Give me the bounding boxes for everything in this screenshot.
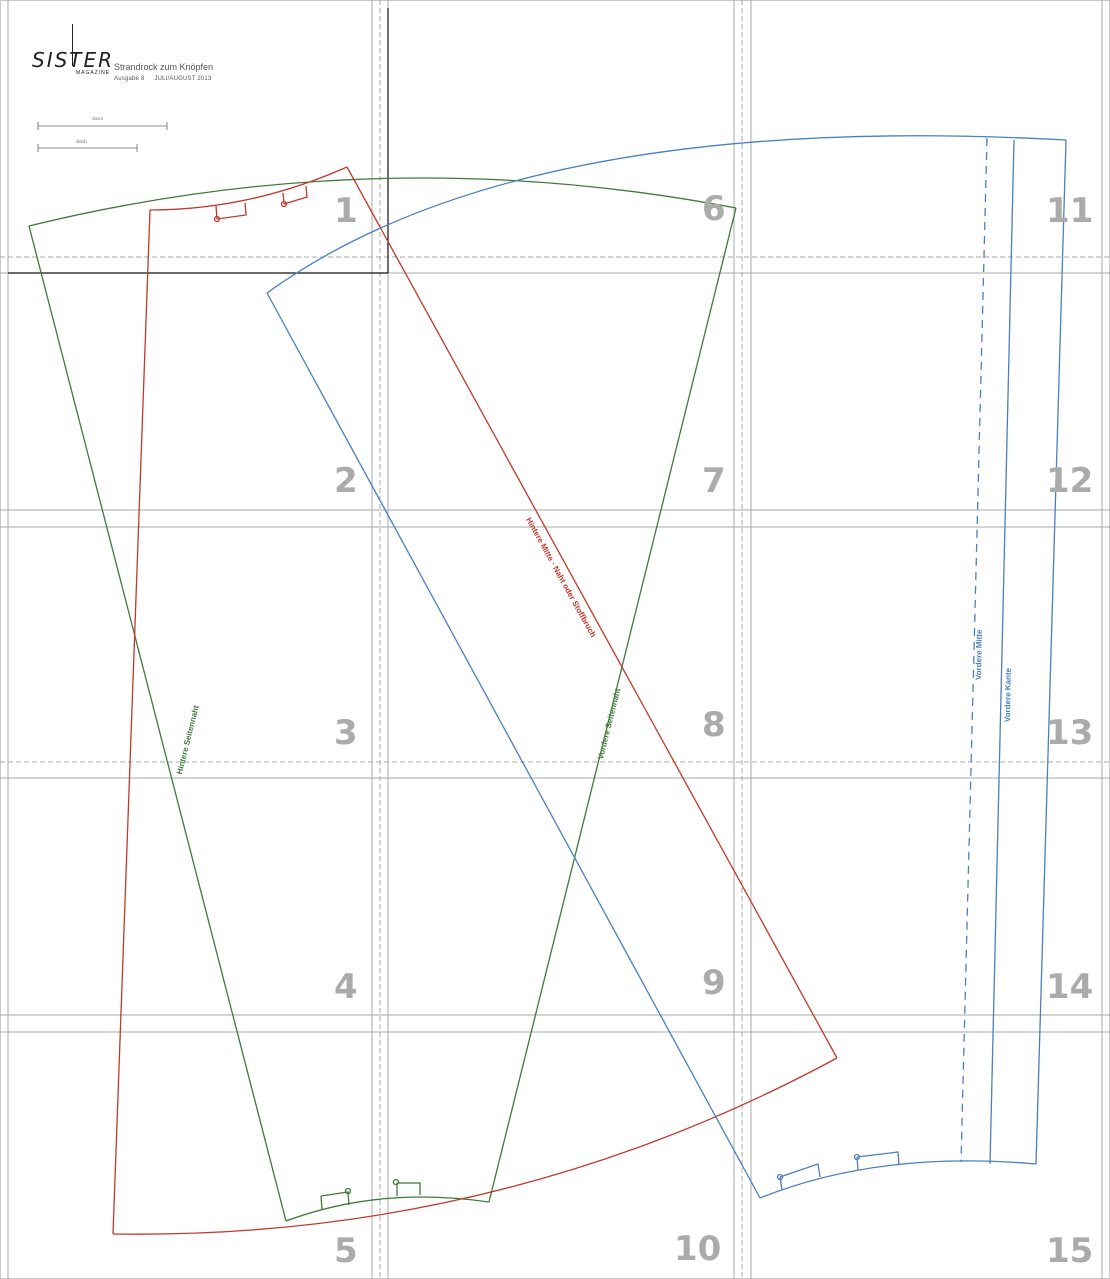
issue-number: Ausgabe 8 bbox=[114, 76, 145, 82]
page-number-11: 11 bbox=[1046, 191, 1094, 231]
page-number-1: 1 bbox=[334, 191, 358, 231]
page-number-7: 7 bbox=[702, 461, 726, 501]
page-number-13: 13 bbox=[1046, 713, 1094, 753]
page-number-12: 12 bbox=[1046, 461, 1094, 501]
green-pattern-piece bbox=[28, 177, 737, 1222]
page-number-15: 15 bbox=[1046, 1231, 1094, 1271]
page-number-5: 5 bbox=[334, 1231, 358, 1271]
red-pattern-piece bbox=[112, 166, 838, 1235]
label-front-center: Vordere Mitte bbox=[974, 629, 984, 681]
pattern-header: SISTER MAGAZINE Strandrock zum Knöpfen A… bbox=[30, 18, 270, 168]
scale-label-cm: 10cm bbox=[92, 116, 104, 121]
label-front-edge: Vordere Kante bbox=[1003, 667, 1013, 723]
tile-grid-vertical bbox=[7, 0, 1103, 1279]
tile-grid-horizontal bbox=[0, 272, 1110, 1033]
page-number-8: 8 bbox=[702, 705, 726, 745]
page-number-14: 14 bbox=[1046, 967, 1094, 1007]
page-number-6: 6 bbox=[702, 189, 726, 229]
tile-grid-horizontal-dashed bbox=[0, 256, 1110, 763]
registration-lines bbox=[8, 8, 389, 274]
page-number-9: 9 bbox=[702, 963, 726, 1003]
pattern-title: Strandrock zum Knöpfen bbox=[114, 62, 214, 72]
scale-label-inch: 3inch bbox=[76, 139, 87, 144]
blue-pattern-piece bbox=[266, 135, 1067, 1199]
tile-grid-vertical-dashed bbox=[379, 0, 743, 1279]
page-number-10: 10 bbox=[674, 1229, 722, 1269]
issue-line: Ausgabe 8 JULI/AUGUST 2013 bbox=[114, 76, 220, 82]
scale-bars bbox=[37, 122, 168, 152]
page-number-4: 4 bbox=[334, 967, 358, 1007]
issue-date: JULI/AUGUST 2013 bbox=[154, 76, 212, 82]
brand-logo: SISTER bbox=[32, 48, 115, 72]
page-number-2: 2 bbox=[334, 461, 358, 501]
logo-mark bbox=[72, 24, 73, 66]
brand-subtitle: MAGAZINE bbox=[76, 70, 111, 76]
page-number-3: 3 bbox=[334, 713, 358, 753]
